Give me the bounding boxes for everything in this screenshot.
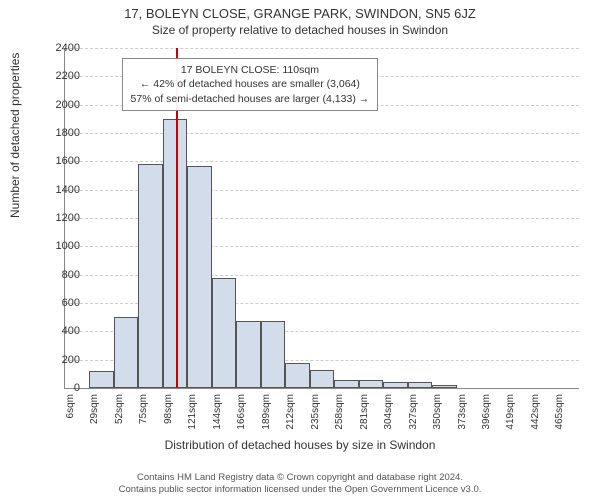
x-axis-label: Distribution of detached houses by size … xyxy=(0,438,600,452)
y-axis-label: Number of detached properties xyxy=(8,53,22,218)
bar-slot: 442sqm xyxy=(530,48,554,388)
chart-title: 17, BOLEYN CLOSE, GRANGE PARK, SWINDON, … xyxy=(0,0,600,21)
bar xyxy=(89,371,113,388)
chart-subtitle: Size of property relative to detached ho… xyxy=(0,21,600,37)
x-tick-label: 304sqm xyxy=(383,394,394,430)
x-tick-label: 258sqm xyxy=(334,394,345,430)
bar-slot: 6sqm xyxy=(65,48,89,388)
bar-slot: 350sqm xyxy=(432,48,456,388)
bar xyxy=(285,363,309,389)
x-tick-label: 419sqm xyxy=(505,394,516,430)
x-tick-label: 75sqm xyxy=(138,394,149,424)
bar xyxy=(212,278,236,389)
x-tick-label: 442sqm xyxy=(530,394,541,430)
bar-slot: 304sqm xyxy=(383,48,407,388)
x-tick-label: 327sqm xyxy=(408,394,419,430)
footer-line1: Contains HM Land Registry data © Crown c… xyxy=(0,472,600,484)
annotation-box: 17 BOLEYN CLOSE: 110sqm ← 42% of detache… xyxy=(122,58,379,111)
x-tick-label: 121sqm xyxy=(187,394,198,430)
bar xyxy=(383,382,407,388)
bar-slot: 29sqm xyxy=(89,48,113,388)
bar-slot: 465sqm xyxy=(554,48,578,388)
chart-container: 17, BOLEYN CLOSE, GRANGE PARK, SWINDON, … xyxy=(0,0,600,500)
bar xyxy=(114,317,138,388)
bar xyxy=(261,321,285,388)
x-tick-label: 6sqm xyxy=(65,394,76,418)
bar xyxy=(408,382,432,388)
x-tick-label: 281sqm xyxy=(359,394,370,430)
footer: Contains HM Land Registry data © Crown c… xyxy=(0,472,600,496)
bar xyxy=(359,380,383,389)
bar-slot: 327sqm xyxy=(408,48,432,388)
x-tick-label: 98sqm xyxy=(163,394,174,424)
plot-area: 6sqm29sqm52sqm75sqm98sqm121sqm144sqm166s… xyxy=(64,48,579,389)
bar xyxy=(236,321,260,388)
x-tick-label: 166sqm xyxy=(236,394,247,430)
x-tick-label: 29sqm xyxy=(89,394,100,424)
bar-slot: 373sqm xyxy=(457,48,481,388)
footer-line2: Contains public sector information licen… xyxy=(0,484,600,496)
bar xyxy=(334,380,358,389)
annotation-line3: 57% of semi-detached houses are larger (… xyxy=(131,92,370,106)
bar-slot: 396sqm xyxy=(481,48,505,388)
annotation-line2: ← 42% of detached houses are smaller (3,… xyxy=(131,77,370,91)
x-tick-label: 212sqm xyxy=(285,394,296,430)
x-tick-label: 144sqm xyxy=(212,394,223,430)
x-tick-label: 465sqm xyxy=(554,394,565,430)
bar xyxy=(432,385,456,388)
x-tick-label: 189sqm xyxy=(261,394,272,430)
x-tick-label: 350sqm xyxy=(432,394,443,430)
annotation-line1: 17 BOLEYN CLOSE: 110sqm xyxy=(131,63,370,77)
bar xyxy=(310,370,334,388)
bar xyxy=(138,164,162,388)
bar-slot: 419sqm xyxy=(505,48,529,388)
x-tick-label: 52sqm xyxy=(114,394,125,424)
x-tick-label: 396sqm xyxy=(481,394,492,430)
x-tick-label: 373sqm xyxy=(457,394,468,430)
bar xyxy=(187,166,211,388)
x-tick-label: 235sqm xyxy=(310,394,321,430)
